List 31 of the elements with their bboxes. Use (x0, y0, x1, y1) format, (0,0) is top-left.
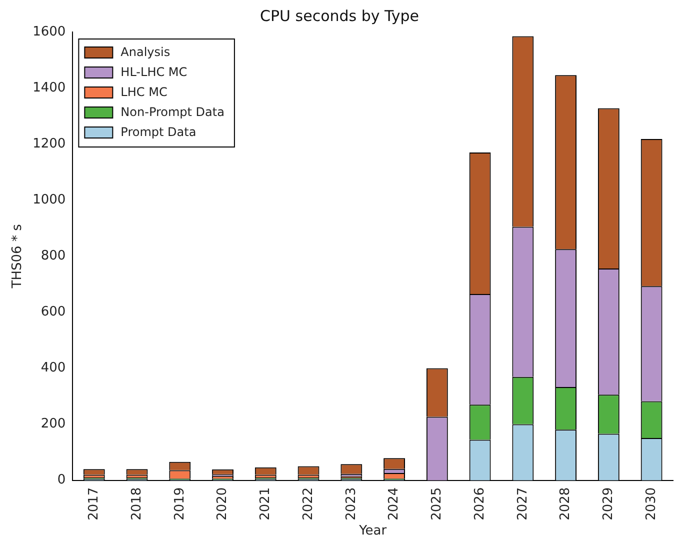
y-tick-label: 600 (40, 304, 66, 320)
x-tick-label: 2023 (344, 487, 359, 520)
legend-label: LHC MC (120, 85, 168, 100)
y-tick-label: 1600 (32, 24, 66, 40)
x-tick-label: 2020 (215, 487, 230, 520)
legend-label: Analysis (120, 45, 170, 60)
x-tick-label: 2029 (601, 487, 616, 520)
y-tick-label: 1400 (32, 80, 66, 96)
x-tick-label: 2028 (558, 487, 574, 520)
x-tick-label: 2025 (430, 487, 445, 520)
y-tick-label: 1200 (32, 136, 66, 152)
y-tick-label: 0 (57, 472, 66, 488)
legend-label: Non-Prompt Data (120, 105, 224, 120)
y-axis-title: THS06 * s (10, 224, 26, 290)
x-axis-title: Year (358, 524, 388, 539)
y-tick-label: 200 (40, 416, 66, 432)
chart-title: CPU seconds by Type (260, 6, 419, 25)
x-tick-label: 2017 (86, 487, 102, 520)
x-tick-label: 2021 (258, 487, 274, 520)
x-tick-label: 2018 (129, 487, 144, 520)
x-tick-label: 2030 (644, 487, 659, 520)
x-tick-label: 2022 (300, 487, 316, 520)
legend-label: HL-LHC MC (120, 65, 188, 80)
x-tick-label: 2026 (472, 487, 488, 520)
y-tick-label: 1000 (32, 192, 66, 208)
y-tick-label: 400 (40, 360, 66, 376)
legend-label: Prompt Data (120, 125, 196, 140)
x-tick-label: 2019 (172, 487, 188, 520)
y-tick-label: 800 (40, 248, 66, 264)
x-tick-label: 2027 (515, 487, 530, 520)
x-tick-label: 2024 (386, 487, 402, 520)
